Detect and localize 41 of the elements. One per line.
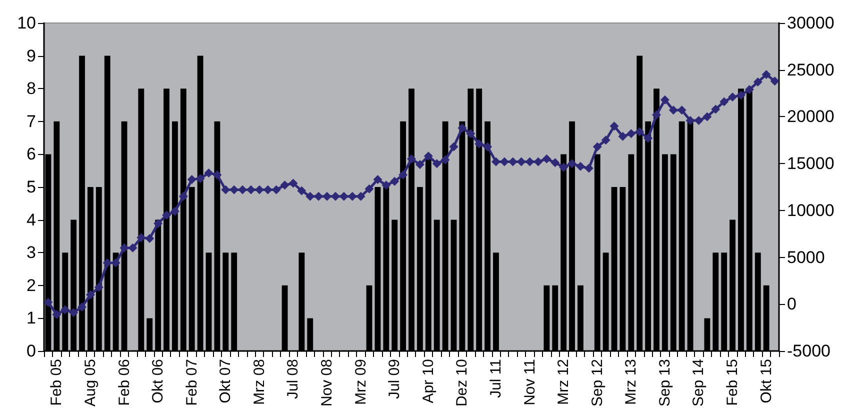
x-tick-label: Dez 10 bbox=[454, 359, 471, 407]
y2-tick-label: 10000 bbox=[787, 200, 834, 220]
y-tick-label: 2 bbox=[26, 276, 36, 295]
y2-tick-label: 0 bbox=[787, 294, 796, 314]
y-tick-label: 7 bbox=[26, 112, 36, 131]
x-tick-label: Feb 06 bbox=[116, 359, 133, 406]
y-tick-label: 3 bbox=[26, 243, 36, 262]
x-tick-label: Mrz 12 bbox=[555, 359, 572, 405]
x-tick-label: Okt 06 bbox=[150, 359, 167, 404]
x-tick-label: Aug 05 bbox=[82, 359, 99, 407]
y2-tick-label: 5000 bbox=[787, 248, 825, 267]
y-tick-label: 6 bbox=[26, 144, 36, 164]
x-tick-label: Mrz 08 bbox=[250, 359, 268, 405]
x-tick-label: Mrz 09 bbox=[352, 359, 370, 405]
y2-tick-label: 20000 bbox=[787, 107, 834, 126]
y-tick-label: 8 bbox=[26, 79, 36, 98]
y2-tick-label: 30000 bbox=[787, 14, 834, 32]
x-tick-label: Feb 05 bbox=[48, 359, 66, 406]
x-tick-label: Sep 12 bbox=[588, 359, 606, 407]
x-tick-label: Jul 08 bbox=[284, 359, 302, 400]
x-tick-label: Feb 07 bbox=[183, 359, 200, 406]
y-tick-label: 10 bbox=[17, 14, 36, 32]
y2-tick-label: -5000 bbox=[787, 342, 830, 360]
x-tick-label: Jul 09 bbox=[386, 359, 404, 400]
x-tick-label: Nov 11 bbox=[521, 359, 538, 406]
x-tick-label: Jul 11 bbox=[487, 359, 504, 398]
x-tick-label: Sep 13 bbox=[656, 359, 674, 407]
x-tick-label: Okt 15 bbox=[758, 359, 775, 404]
y2-tick-label: 15000 bbox=[787, 154, 834, 174]
y2-tick-label: 25000 bbox=[787, 60, 834, 80]
x-tick-label: Mrz 13 bbox=[622, 359, 640, 405]
y-tick-label: 5 bbox=[26, 178, 36, 196]
x-tick-label: Apr 10 bbox=[420, 359, 437, 404]
y-tick-label: 9 bbox=[26, 46, 36, 66]
x-tick-label: Sep 14 bbox=[690, 359, 708, 407]
x-tick-label: Okt 07 bbox=[217, 359, 234, 404]
x-tick-label: Feb 15 bbox=[724, 359, 742, 406]
y-tick-label: 1 bbox=[26, 308, 36, 328]
y-tick-label: 0 bbox=[26, 342, 36, 360]
x-tick-label: Nov 08 bbox=[318, 359, 336, 407]
y-tick-label: 4 bbox=[26, 210, 36, 230]
